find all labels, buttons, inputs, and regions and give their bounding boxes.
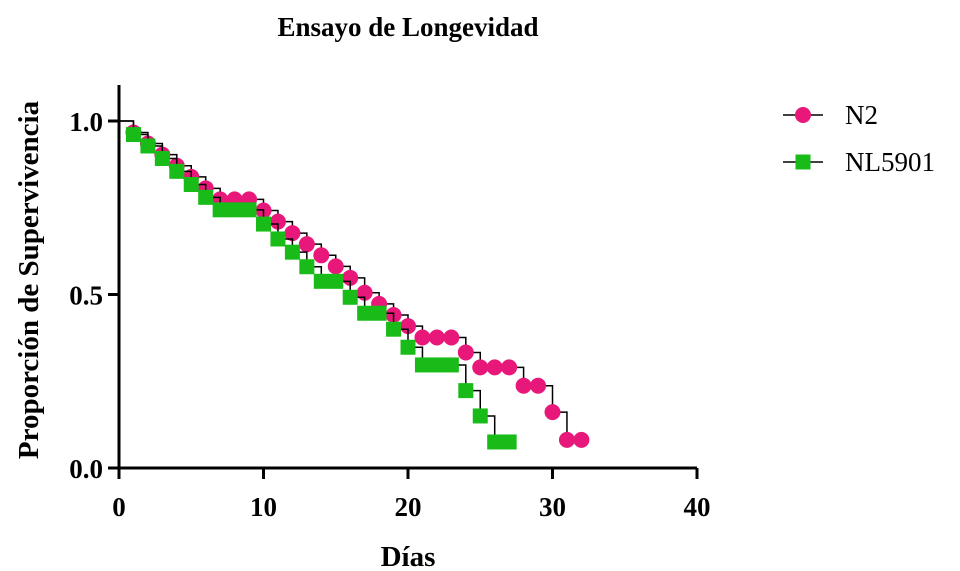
data-point-circle: [501, 359, 518, 376]
data-point-square: [299, 259, 315, 275]
x-tick-label: 10: [250, 492, 277, 522]
data-point-square: [241, 202, 257, 218]
data-point-circle: [558, 431, 575, 448]
data-point-circle: [457, 344, 474, 361]
data-point-square: [400, 339, 416, 355]
data-point-circle: [269, 213, 286, 230]
x-tick-label: 30: [539, 492, 566, 522]
data-point-square: [212, 202, 228, 218]
data-point-square: [198, 189, 214, 205]
data-point-square: [140, 138, 156, 154]
data-point-circle: [313, 247, 330, 264]
series-nl5901: [119, 120, 517, 450]
data-point-square: [414, 357, 430, 373]
legend: N2 NL5901: [783, 100, 935, 177]
data-point-circle: [443, 329, 460, 346]
y-tick-label: 1.0: [69, 107, 103, 137]
legend-label: NL5901: [845, 147, 935, 177]
data-point-square: [154, 150, 170, 166]
legend-item: N2: [783, 100, 878, 130]
data-point-circle: [414, 329, 431, 346]
x-tick-label: 0: [112, 492, 126, 522]
data-point-square: [386, 321, 402, 337]
data-point-square: [458, 383, 474, 399]
legend-item: NL5901: [783, 147, 935, 177]
data-point-square: [429, 357, 445, 373]
x-axis-title: Días: [381, 541, 436, 571]
data-point-square: [357, 305, 373, 321]
data-point-square: [472, 408, 488, 424]
data-point-circle: [298, 236, 315, 253]
chart-title: Ensayo de Longevidad: [277, 12, 538, 42]
data-point-square: [487, 434, 503, 450]
legend-marker: [795, 107, 811, 123]
data-point-circle: [573, 431, 590, 448]
legend-label: N2: [845, 100, 878, 130]
data-point-square: [284, 244, 300, 260]
data-point-square: [227, 202, 243, 218]
data-point-square: [443, 357, 459, 373]
data-point-circle: [544, 404, 561, 421]
data-point-circle: [472, 359, 489, 376]
x-tick-label: 40: [684, 492, 711, 522]
data-point-circle: [327, 258, 344, 275]
data-point-square: [371, 305, 387, 321]
data-point-circle: [400, 318, 416, 335]
data-point-square: [313, 273, 329, 289]
y-tick-label: 0.5: [69, 281, 103, 311]
data-point-square: [183, 177, 199, 193]
x-tick-label: 20: [395, 492, 422, 522]
data-point-circle: [284, 225, 301, 242]
data-point-circle: [515, 377, 532, 394]
y-tick-label: 0.0: [69, 454, 103, 484]
data-point-circle: [486, 359, 503, 376]
data-point-square: [169, 163, 185, 179]
plot-area: 0 10 20 30 40 0.0 0.5 1.0: [69, 85, 711, 522]
data-point-square: [328, 273, 344, 289]
y-axis-title: Proporción de Supervivencia: [13, 100, 45, 459]
data-point-square: [256, 216, 271, 232]
data-point-square: [501, 434, 517, 450]
data-point-circle: [428, 329, 445, 346]
data-point-square: [270, 231, 286, 247]
data-point-square: [342, 289, 358, 305]
series-n2: [119, 120, 590, 448]
data-point-circle: [530, 377, 547, 394]
legend-marker: [795, 154, 811, 170]
data-point-square: [125, 127, 141, 143]
